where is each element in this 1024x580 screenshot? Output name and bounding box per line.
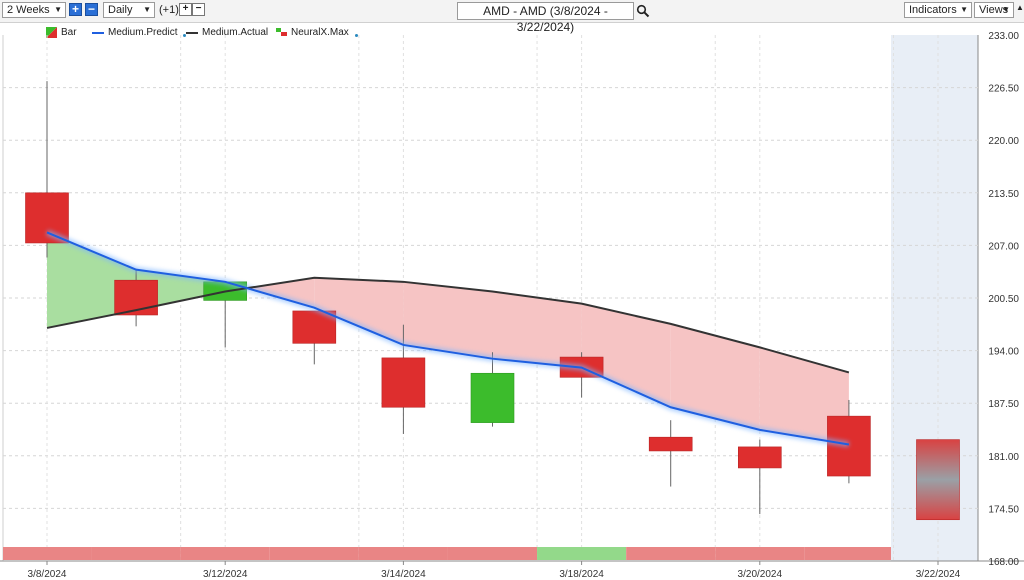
x-tick-label: 3/18/2024 <box>559 569 604 580</box>
y-tick-label: 194.00 <box>988 347 1019 358</box>
chevron-down-icon: ▼ <box>1002 5 1010 14</box>
y-tick-label: 168.00 <box>988 557 1019 568</box>
candle-body <box>470 372 515 423</box>
pin-icon[interactable]: ▲ <box>1016 3 1024 12</box>
legend-medium-actual: Medium.Actual <box>186 27 268 38</box>
x-tick-label: 3/22/2024 <box>916 569 961 580</box>
predict-line <box>46 231 850 446</box>
band-fill <box>314 277 404 345</box>
chevron-down-icon: ▼ <box>54 5 62 14</box>
symbol-title-field[interactable]: AMD - AMD (3/8/2024 - 3/22/2024) <box>457 2 634 34</box>
toolbar: 2 Weeks ▼ + − Daily ▼ (+1) + − AMD - AMD… <box>0 0 1024 34</box>
neuralx-flag-icon <box>276 28 287 36</box>
candle-body <box>648 436 693 452</box>
chevron-down-icon: ▼ <box>960 5 968 14</box>
views-menu[interactable]: Views ▼ <box>974 2 1014 18</box>
period-select-label: 2 Weeks <box>7 4 50 16</box>
neuralx-strip-cell <box>3 547 92 560</box>
actual-line <box>46 276 850 374</box>
indicators-label: Indicators <box>909 4 957 16</box>
band-fill <box>581 303 671 408</box>
y-tick-label: 213.50 <box>988 189 1019 200</box>
candle-body <box>737 446 782 469</box>
minus-icon[interactable]: − <box>85 3 98 16</box>
neuralx-strip-cell <box>715 547 805 560</box>
search-icon[interactable] <box>636 4 650 18</box>
neuralx-strip-cell <box>804 547 891 560</box>
interval-select[interactable]: Daily ▼ <box>103 2 155 18</box>
x-tick-label: 3/20/2024 <box>738 569 783 580</box>
band-fill <box>47 232 137 328</box>
interval-select-label: Daily <box>108 4 133 16</box>
views-label: Views <box>979 4 1009 16</box>
settings-dot-icon[interactable] <box>354 34 358 37</box>
legend-neuralx-max: NeuralX.Max <box>276 27 358 38</box>
neuralx-strip-cell <box>626 547 716 560</box>
neuralx-strip-cell <box>358 547 448 560</box>
plus-icon[interactable]: + <box>69 3 82 16</box>
candle-body <box>916 439 960 521</box>
y-tick-label: 233.00 <box>988 31 1019 42</box>
offset-minus-icon[interactable]: − <box>192 3 205 16</box>
y-tick-label: 226.50 <box>988 84 1019 95</box>
legend-bar: Bar <box>46 27 77 38</box>
actual-swatch <box>186 31 198 34</box>
offset-label: (+1) <box>159 4 179 16</box>
y-tick-label: 187.50 <box>988 399 1019 410</box>
neuralx-strip-cell <box>537 547 627 560</box>
y-tick-label: 174.50 <box>988 504 1019 515</box>
band-fill <box>492 291 582 368</box>
x-tick-label: 3/12/2024 <box>203 569 248 580</box>
settings-dot-icon[interactable] <box>183 34 187 37</box>
legend-medium-predict: Medium.Predict <box>92 27 187 38</box>
neuralx-strip-cell <box>447 547 538 560</box>
band-fill <box>403 281 493 359</box>
y-tick-label: 200.50 <box>988 294 1019 305</box>
indicators-menu[interactable]: Indicators ▼ <box>904 2 972 18</box>
neuralx-strip-cell <box>180 547 270 560</box>
y-tick-label: 181.00 <box>988 452 1019 463</box>
y-tick-label: 207.00 <box>988 241 1019 252</box>
period-select[interactable]: 2 Weeks ▼ <box>2 2 66 18</box>
neuralx-strip-cell <box>91 547 181 560</box>
predict-swatch <box>92 31 104 34</box>
x-tick-label: 3/8/2024 <box>28 569 67 580</box>
neuralx-strip-cell <box>269 547 359 560</box>
y-tick-label: 220.00 <box>988 136 1019 147</box>
legend-bar-label: Bar <box>61 27 77 38</box>
candle-body <box>827 415 871 477</box>
legend-predict-label: Medium.Predict <box>108 27 178 38</box>
candle-body <box>381 357 426 408</box>
x-tick-label: 3/14/2024 <box>381 569 426 580</box>
symbol-title: AMD - AMD (3/8/2024 - 3/22/2024) <box>483 4 608 34</box>
band-fill <box>759 347 849 445</box>
legend-actual-label: Medium.Actual <box>202 27 269 38</box>
offset-plus-icon[interactable]: + <box>179 3 192 16</box>
chevron-down-icon: ▼ <box>143 5 151 14</box>
band-fill <box>670 323 760 430</box>
bar-swatch-icon <box>46 27 57 38</box>
legend-neuralx-label: NeuralX.Max <box>291 27 349 38</box>
